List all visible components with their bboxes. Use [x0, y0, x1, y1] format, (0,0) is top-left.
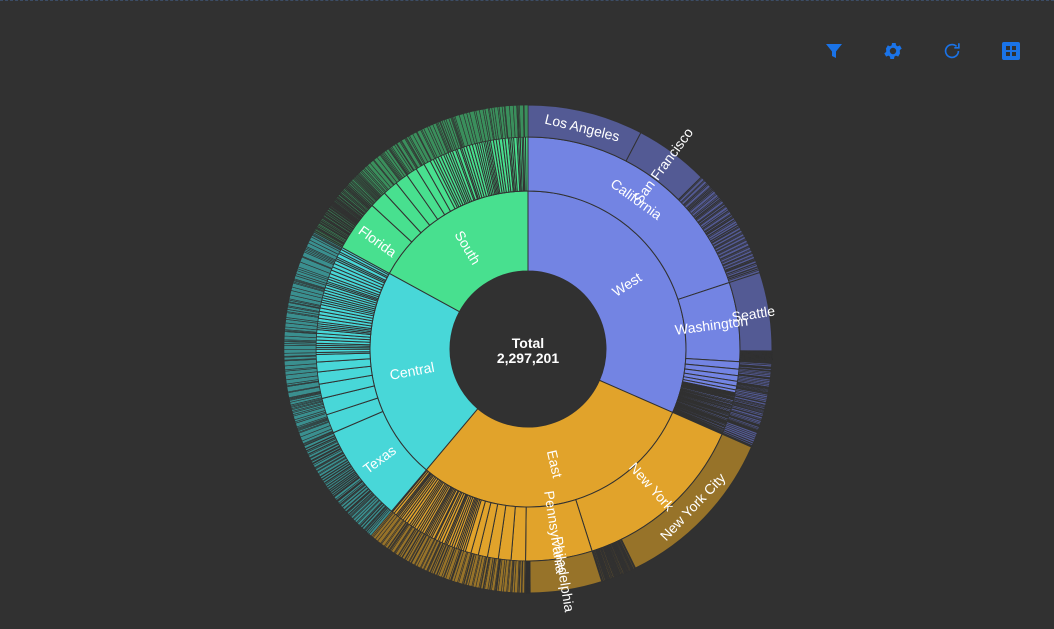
center-total-label: Total	[512, 335, 544, 351]
center-total-value: 2,297,201	[497, 350, 559, 366]
city-segment[interactable]	[284, 350, 316, 354]
state-segment[interactable]	[526, 137, 528, 191]
city-segment[interactable]	[524, 105, 528, 137]
